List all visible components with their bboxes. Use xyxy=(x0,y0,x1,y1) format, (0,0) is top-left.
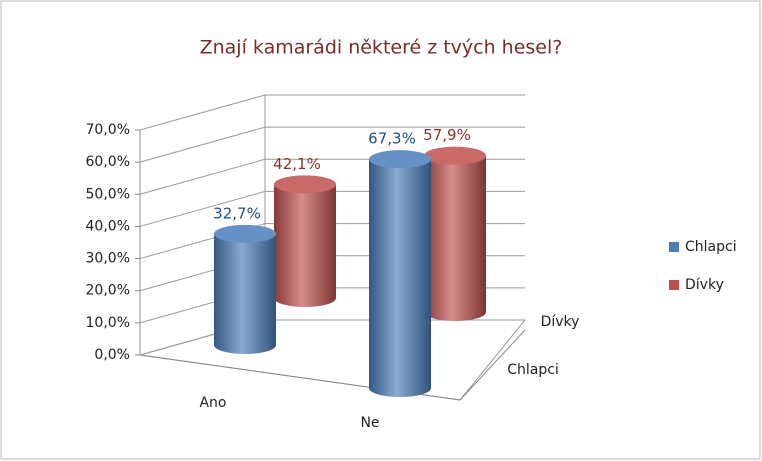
y-tick-label: 0,0% xyxy=(94,347,130,363)
value-label: 32,7% xyxy=(213,204,261,222)
cylinder-body xyxy=(214,233,276,345)
grid-line xyxy=(139,126,525,163)
y-tick-label: 50,0% xyxy=(86,186,130,202)
cylinder-body xyxy=(274,184,336,298)
value-label: 42,1% xyxy=(273,155,321,173)
cylinder xyxy=(274,175,336,307)
value-label: 67,3% xyxy=(368,130,416,148)
legend-label: Chlapci xyxy=(685,239,737,255)
depth-axis xyxy=(459,329,526,401)
legend-swatch xyxy=(669,280,679,290)
x-tick-label: Ne xyxy=(360,415,379,431)
y-tick-label: 20,0% xyxy=(86,283,130,299)
cylinder-top xyxy=(214,224,276,243)
grid-line xyxy=(139,94,525,131)
depth-tick-label: Chlapci xyxy=(507,362,559,378)
y-tick-label: 70,0% xyxy=(86,122,130,138)
y-tick-label: 40,0% xyxy=(86,218,130,234)
cylinder-top xyxy=(424,146,486,165)
y-tick-label: 10,0% xyxy=(86,315,130,331)
depth-tick-label: Dívky xyxy=(541,314,580,330)
legend-label: Dívky xyxy=(685,277,724,293)
cylinder-top xyxy=(369,150,431,169)
cylinder-body xyxy=(369,159,431,388)
cylinder-body xyxy=(424,155,486,312)
cylinder xyxy=(214,224,276,354)
y-tick-label: 30,0% xyxy=(86,251,130,267)
value-label: 57,9% xyxy=(423,126,471,144)
legend-swatch xyxy=(669,242,679,252)
y-tick-label: 60,0% xyxy=(86,154,130,170)
cylinder xyxy=(424,146,486,321)
cylinder-top xyxy=(274,175,336,194)
cylinder xyxy=(369,150,431,397)
chart-title: Znají kamarádi některé z tvých hesel? xyxy=(200,37,563,59)
x-tick-label: Ano xyxy=(199,395,226,411)
